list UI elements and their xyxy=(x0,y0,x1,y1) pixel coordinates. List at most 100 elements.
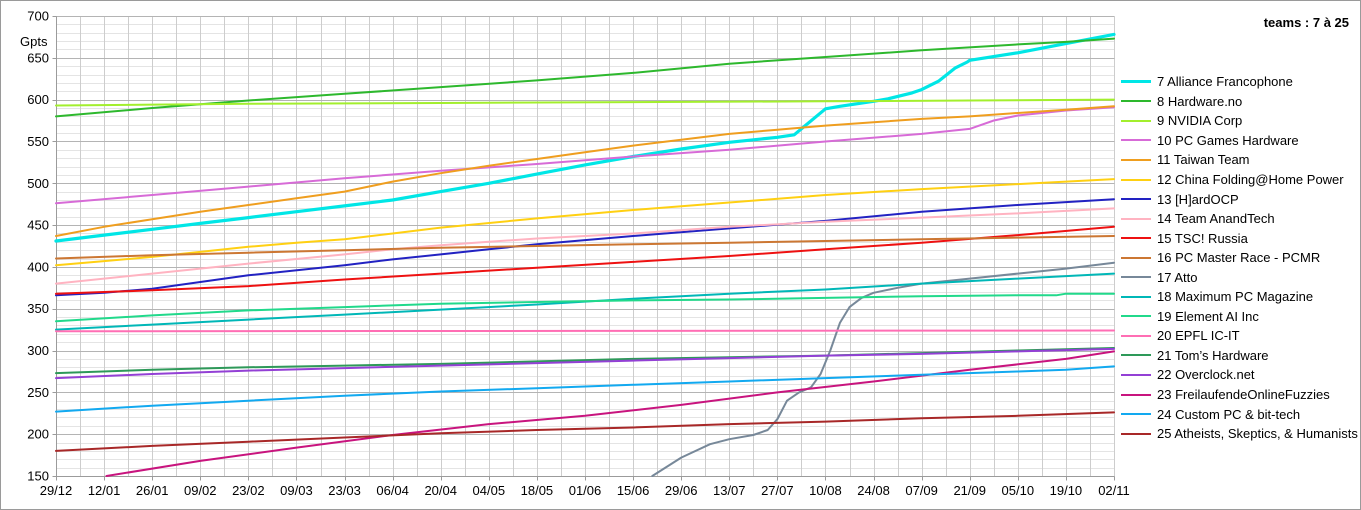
legend-item-7-alliance-francophone: 7 Alliance Francophone xyxy=(1121,72,1359,92)
legend-item-12-china-folding-home-power: 12 China Folding@Home Power xyxy=(1121,170,1359,190)
legend-item-24-custom-pc-bit-tech: 24 Custom PC & bit-tech xyxy=(1121,404,1359,424)
legend-swatch-line xyxy=(1121,80,1151,84)
series-line-24-custom-pc-bit-tech xyxy=(55,365,1115,413)
legend-swatch-line xyxy=(1121,334,1151,337)
y-tick-label: 200 xyxy=(27,427,49,442)
legend-label: 11 Taiwan Team xyxy=(1157,152,1250,168)
legend-swatch-line xyxy=(1121,373,1151,376)
y-tick-label: 600 xyxy=(27,92,49,107)
legend-label: 7 Alliance Francophone xyxy=(1157,74,1293,90)
y-tick-label: 450 xyxy=(27,218,49,233)
y-tick-label: 650 xyxy=(27,50,49,65)
legend-item-15-tsc-russia: 15 TSC! Russia xyxy=(1121,228,1359,248)
legend-swatch-line xyxy=(1121,432,1151,435)
legend-item-11-taiwan-team: 11 Taiwan Team xyxy=(1121,150,1359,170)
chart-title: teams : 7 à 25 xyxy=(1263,15,1349,30)
legend-swatch-line xyxy=(1121,256,1151,259)
legend-label: 15 TSC! Russia xyxy=(1157,230,1248,246)
y-tick-label: 400 xyxy=(27,259,49,274)
legend-label: 13 [H]ardOCP xyxy=(1157,191,1239,207)
series-line-8-hardware-no xyxy=(55,37,1115,118)
legend-swatch-line xyxy=(1121,100,1151,103)
legend-item-25-atheists-skeptics-humanists: 25 Atheists, Skeptics, & Humanists xyxy=(1121,424,1359,444)
legend-item-8-hardware-no: 8 Hardware.no xyxy=(1121,92,1359,112)
legend-label: 21 Tom’s Hardware xyxy=(1157,347,1269,363)
legend-swatch-line xyxy=(1121,119,1151,122)
legend-swatch-line xyxy=(1121,354,1151,357)
legend-item-9-nvidia-corp: 9 NVIDIA Corp xyxy=(1121,111,1359,131)
x-tick-label: 23/02 xyxy=(232,483,265,498)
y-tick-label: 500 xyxy=(27,176,49,191)
x-tick-label: 29/12 xyxy=(40,483,73,498)
legend-label: 10 PC Games Hardware xyxy=(1157,132,1299,148)
legend-label: 25 Atheists, Skeptics, & Humanists xyxy=(1157,426,1358,442)
x-tick-label: 06/04 xyxy=(376,483,409,498)
series-line-10-pc-games-hardware xyxy=(55,106,1115,205)
x-tick-label: 26/01 xyxy=(136,483,169,498)
x-tick-label: 04/05 xyxy=(473,483,506,498)
y-tick-label: 150 xyxy=(27,469,49,484)
legend-swatch-line xyxy=(1121,217,1151,220)
x-tick-label: 09/02 xyxy=(184,483,217,498)
x-tick-label: 15/06 xyxy=(617,483,650,498)
x-tick-label: 01/06 xyxy=(569,483,602,498)
y-tick-label: 250 xyxy=(27,385,49,400)
legend-item-14-team-anandtech: 14 Team AnandTech xyxy=(1121,209,1359,229)
legend-swatch-line xyxy=(1121,178,1151,181)
series-layer xyxy=(54,32,1116,477)
x-tick-label: 21/09 xyxy=(953,483,986,498)
series-line-16-pc-master-race-pcmr xyxy=(55,235,1115,260)
y-tick-label: 300 xyxy=(27,343,49,358)
series-line-19-element-ai-inc xyxy=(55,292,1115,323)
legend-item-18-maximum-pc-magazine: 18 Maximum PC Magazine xyxy=(1121,287,1359,307)
y-tick-label: 350 xyxy=(27,301,49,316)
legend-label: 12 China Folding@Home Power xyxy=(1157,172,1344,187)
legend-item-22-overclock-net: 22 Overclock.net xyxy=(1121,365,1359,385)
labels-layer: 150 200 250 300 350 400 450 500 550 600 650 700 29/1… xyxy=(27,9,1129,499)
x-tick-label: 12/01 xyxy=(88,483,121,498)
legend-swatch-line xyxy=(1121,237,1151,240)
series-line-18-maximum-pc-magazine xyxy=(55,272,1115,331)
x-tick-label: 19/10 xyxy=(1050,483,1083,498)
legend-swatch-line xyxy=(1121,139,1151,142)
legend-item-17-atto: 17 Atto xyxy=(1121,267,1359,287)
series-line-17-atto xyxy=(651,261,1115,477)
axis-layer xyxy=(52,16,1115,481)
legend-item-10-pc-games-hardware: 10 PC Games Hardware xyxy=(1121,131,1359,151)
x-tick-label: 29/06 xyxy=(665,483,698,498)
legend-swatch-line xyxy=(1121,158,1151,161)
y-axis-unit-label: Gpts xyxy=(20,34,48,49)
legend-label: 20 EPFL IC-IT xyxy=(1157,328,1240,344)
legend-swatch-line xyxy=(1121,276,1151,279)
legend-label: 19 Element AI Inc xyxy=(1157,308,1259,324)
x-tick-label: 20/04 xyxy=(424,483,457,498)
legend-item-16-pc-master-race-pcmr: 16 PC Master Race - PCMR xyxy=(1121,248,1359,268)
legend-item-23-freilaufendeonlinefuzzies: 23 FreilaufendeOnlineFuzzies xyxy=(1121,385,1359,405)
series-line-23-freilaufendeonlinefuzzies xyxy=(105,350,1115,477)
series-line-22-overclock-net xyxy=(55,347,1115,380)
series-line-14-team-anandtech xyxy=(55,207,1115,285)
x-tick-label: 10/08 xyxy=(809,483,842,498)
legend-label: 16 PC Master Race - PCMR xyxy=(1157,250,1321,266)
series-line-9-nvidia-corp xyxy=(55,98,1115,107)
grid-layer xyxy=(56,16,1115,477)
legend-swatch-line xyxy=(1121,295,1151,298)
series-line-13-h-ardocp xyxy=(55,198,1115,297)
legend-item-13-h-ardocp: 13 [H]ardOCP xyxy=(1121,189,1359,209)
legend-item-21-tom-s-hardware: 21 Tom’s Hardware xyxy=(1121,346,1359,366)
x-tick-label: 07/09 xyxy=(905,483,938,498)
x-tick-label: 27/07 xyxy=(761,483,794,498)
x-tick-label: 13/07 xyxy=(713,483,746,498)
series-line-11-taiwan-team xyxy=(55,105,1115,237)
x-tick-label: 09/03 xyxy=(280,483,313,498)
legend-label: 14 Team AnandTech xyxy=(1157,211,1275,227)
y-tick-label: 550 xyxy=(27,134,49,149)
legend-label: 17 Atto xyxy=(1157,269,1198,285)
legend-label: 18 Maximum PC Magazine xyxy=(1157,289,1314,305)
legend-swatch-line xyxy=(1121,393,1151,396)
x-tick-label: 23/03 xyxy=(328,483,361,498)
legend-label: 23 FreilaufendeOnlineFuzzies xyxy=(1157,387,1330,403)
legend-label: 8 Hardware.no xyxy=(1157,93,1243,109)
